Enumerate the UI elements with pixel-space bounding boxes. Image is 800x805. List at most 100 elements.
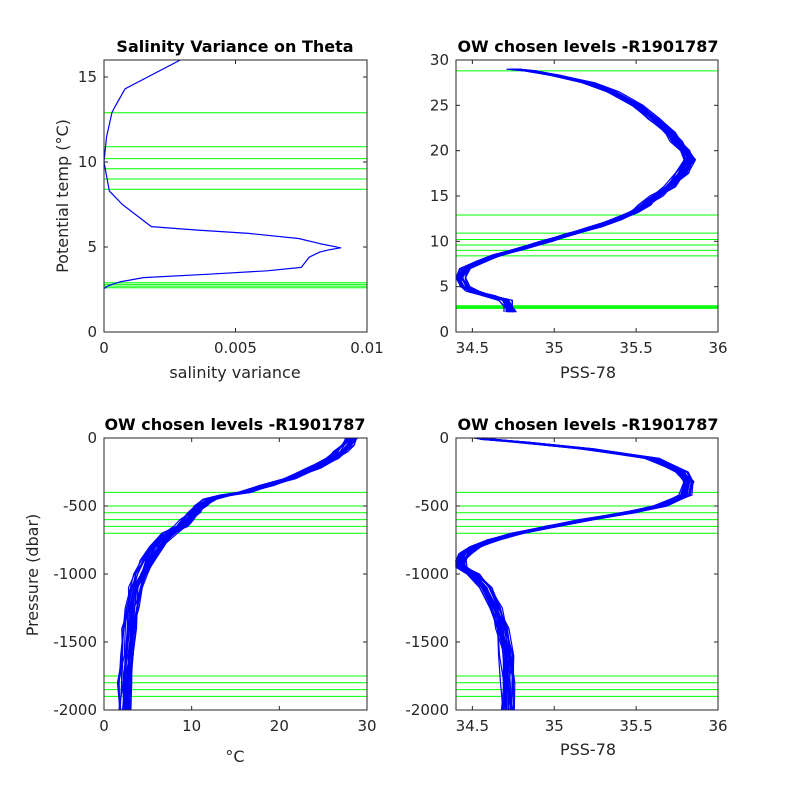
x-tick-label: 36	[708, 717, 727, 735]
y-tick-label: -2000	[405, 701, 449, 719]
profile-line	[126, 437, 352, 711]
panel-pressure-salinity: OW chosen levels -R1901787 34.5 35 35.5 36 -…	[405, 415, 727, 759]
profile-line	[457, 437, 685, 711]
profile-line	[126, 437, 357, 711]
y-tick-label: 0	[87, 429, 97, 447]
tick-layer: 34.5 35 35.5 36 -2000 -1500 -1000 -500 0	[405, 429, 727, 735]
profile-line	[121, 437, 354, 711]
profile-line	[455, 68, 685, 313]
profile-line	[125, 437, 356, 711]
profile-line	[127, 437, 356, 711]
y-axis-label-unit: °C	[53, 125, 72, 144]
y-tick-label: -1000	[53, 565, 97, 583]
y-tick-label: -1000	[405, 565, 449, 583]
profile-line	[127, 437, 357, 711]
chart-title: OW chosen levels -R1901787	[457, 37, 718, 56]
x-tick-label: 0	[99, 717, 109, 735]
x-tick-label: 35	[545, 717, 564, 735]
axes-frame	[103, 59, 368, 333]
profile-line	[459, 68, 690, 313]
y-tick-label: 0	[439, 429, 449, 447]
x-tick-label: 35.5	[619, 717, 652, 735]
profile-line	[463, 437, 694, 711]
chart-title: Salinity Variance on Theta	[116, 37, 353, 56]
profile-line	[126, 437, 355, 711]
profile-line	[455, 68, 687, 313]
profile-line	[122, 437, 353, 711]
x-tick-label: 35.5	[619, 339, 652, 357]
y-axis-label-end: )	[53, 119, 72, 125]
profile-line	[462, 437, 692, 711]
profile-line	[460, 437, 690, 711]
profile-line	[455, 437, 687, 711]
x-axis-label: °C	[225, 747, 244, 766]
x-tick-label: 34.5	[456, 717, 489, 735]
profile-line	[455, 437, 686, 711]
profile-line	[455, 437, 685, 711]
x-tick-label: 20	[270, 717, 289, 735]
profile-line	[460, 437, 689, 711]
profile-line	[456, 68, 689, 313]
axes-frame	[455, 59, 719, 333]
profile-line	[465, 437, 694, 711]
chosen-levels	[104, 112, 367, 289]
series-layer	[116, 437, 359, 711]
profile-line	[457, 68, 690, 313]
y-tick-label: 5	[439, 278, 449, 296]
y-tick-label: 25	[430, 96, 449, 114]
profile-line	[456, 68, 689, 313]
x-tick-label: 0.01	[350, 339, 383, 357]
y-tick-label: 10	[430, 232, 449, 250]
profile-line	[455, 437, 688, 711]
profile-line	[457, 437, 686, 711]
chart-title: OW chosen levels -R1901787	[457, 415, 718, 434]
profile-line	[462, 437, 694, 711]
profile-line	[130, 437, 358, 711]
profile-line	[461, 437, 695, 711]
y-tick-label: -2000	[53, 701, 97, 719]
profile-line	[465, 68, 693, 313]
series-layer	[455, 437, 695, 711]
profile-line	[125, 437, 355, 711]
y-tick-label: 10	[78, 153, 97, 171]
tick-layer: 34.5 35 35.5 36 0 5 10 15 20 25 30	[430, 51, 728, 357]
profile-line	[463, 437, 693, 711]
y-axis-label-base: Potential temp (	[53, 145, 72, 273]
axes-frame	[455, 437, 719, 711]
series-line	[123, 437, 352, 711]
profile-line	[125, 437, 356, 711]
x-tick-label: 34.5	[456, 339, 489, 357]
y-axis-label: Pressure (dbar)	[23, 514, 42, 637]
y-axis-label: Potential temp (°C)	[53, 119, 72, 273]
profile-line	[462, 437, 691, 711]
y-tick-label: -500	[63, 497, 97, 515]
x-tick-label: 0.005	[214, 339, 257, 357]
x-tick-label: 36	[708, 339, 727, 357]
profile-line	[459, 437, 691, 711]
profile-line	[118, 437, 351, 711]
profile-line	[123, 437, 354, 711]
panel-theta-salinity: OW chosen levels -R1901787 34.5 35 35.5 36 0…	[430, 37, 728, 382]
profile-line	[456, 68, 685, 313]
profile-line	[129, 437, 358, 711]
profile-line	[455, 68, 685, 313]
chosen-levels	[104, 491, 367, 697]
profile-line	[117, 437, 347, 711]
x-tick-label: 30	[357, 717, 376, 735]
tick-layer: 0 10 20 30 -2000 -1500 -1000 -500 0	[53, 429, 376, 735]
series-line	[458, 68, 690, 313]
profile-line	[459, 68, 692, 313]
profile-line	[461, 437, 693, 711]
profile-line	[127, 437, 359, 711]
x-tick-label: 35	[545, 339, 564, 357]
profile-line	[116, 437, 348, 711]
x-axis-label: salinity variance	[169, 363, 300, 382]
profile-line	[455, 437, 685, 711]
series-layer	[103, 59, 342, 289]
profile-line	[128, 437, 356, 711]
profile-line	[461, 437, 689, 711]
y-tick-label: -1500	[53, 633, 97, 651]
profile-line	[457, 68, 690, 313]
profile-line	[455, 437, 685, 711]
